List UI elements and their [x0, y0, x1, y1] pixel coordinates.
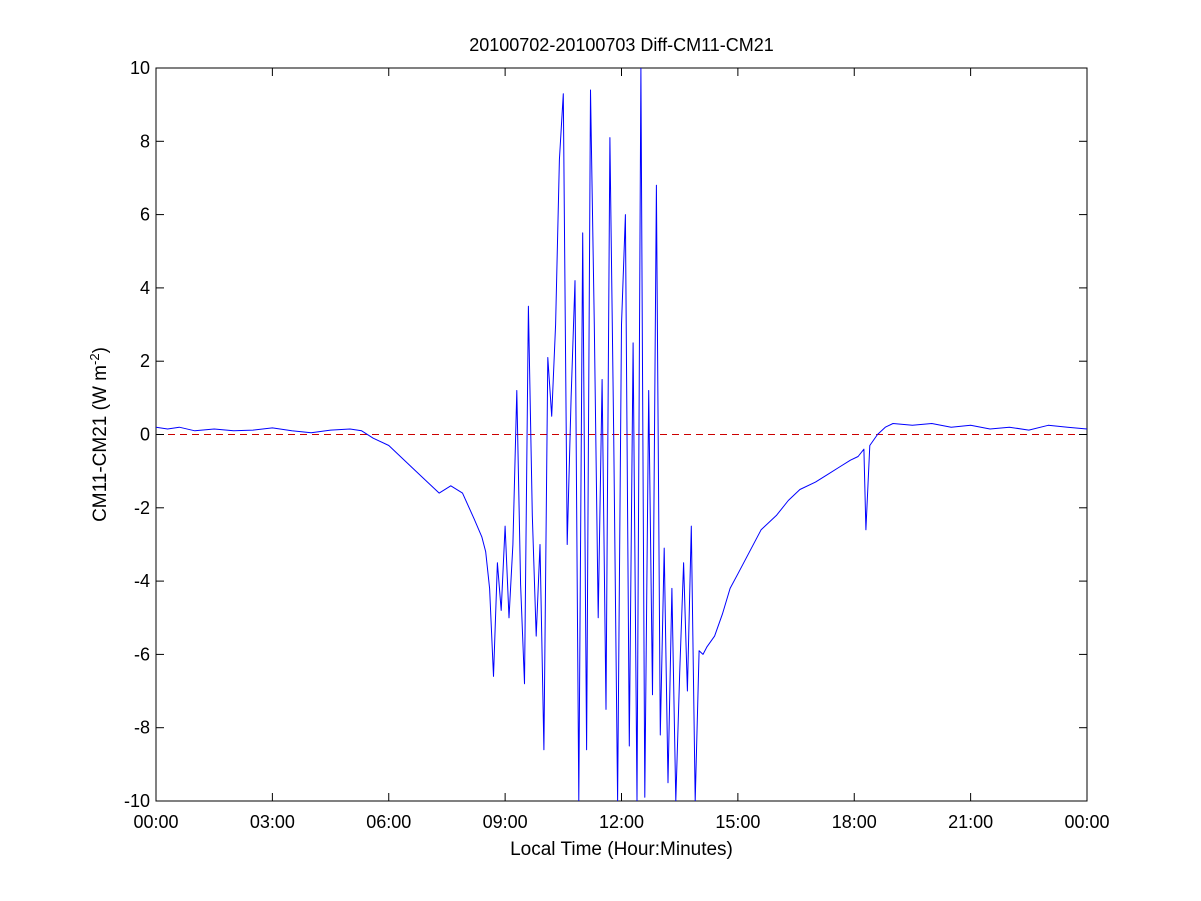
x-axis-label: Local Time (Hour:Minutes): [510, 839, 733, 860]
y-tick-label: -10: [124, 791, 150, 811]
y-tick-label: 10: [130, 58, 150, 78]
x-tick-label: 21:00: [948, 812, 993, 832]
y-axis-label-superscript: -2: [87, 353, 102, 365]
y-axis-label-main: CM11-CM21 (W m: [90, 365, 111, 522]
y-tick-label: 8: [140, 131, 150, 151]
y-tick-label: 4: [140, 278, 150, 298]
x-axis-ticks: 00:00 03:00 06:00 09:00 12:00 15:00 18:00 21:00…: [133, 68, 1110, 832]
chart-title: 20100702-20100703 Diff-CM11-CM21: [469, 35, 774, 55]
x-tick-label: 03:00: [250, 812, 295, 832]
y-tick-label: -6: [134, 644, 150, 664]
x-tick-label: 15:00: [715, 812, 760, 832]
y-tick-label: -2: [134, 498, 150, 518]
y-axis-ticks: -10 -8 -6 -4 -2 0 2 4 6 8 10: [124, 58, 1087, 811]
series-layer: [156, 68, 1087, 801]
y-tick-label: 2: [140, 351, 150, 371]
x-tick-label: 06:00: [366, 812, 411, 832]
y-axis-label-close: ): [90, 347, 111, 353]
y-tick-label: 0: [140, 425, 150, 445]
y-axis-label: CM11-CM21 (W m-2): [87, 347, 112, 522]
series-line-0: [156, 68, 1087, 801]
y-tick-label: -4: [134, 571, 150, 591]
y-tick-label: 6: [140, 205, 150, 225]
x-tick-label: 18:00: [832, 812, 877, 832]
x-tick-label: 12:00: [599, 812, 644, 832]
x-tick-label: 00:00: [133, 812, 178, 832]
plot-frame: [155, 67, 1088, 802]
x-tick-label: 09:00: [483, 812, 528, 832]
y-tick-label: -8: [134, 718, 150, 738]
plot-area: 00:00 03:00 06:00 09:00 12:00 15:00 18:00 21:00…: [124, 58, 1110, 832]
x-tick-label: 00:00: [1064, 812, 1109, 832]
